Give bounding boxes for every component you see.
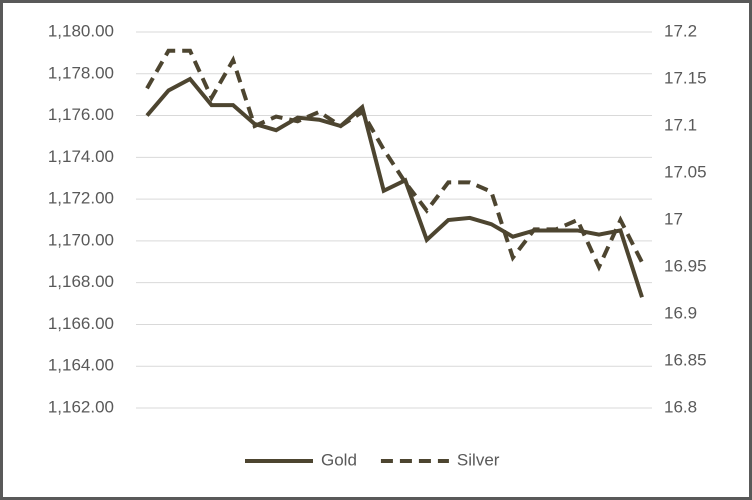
y2-tick-label: 17.05 — [664, 162, 707, 181]
series-line — [145, 48, 644, 272]
y-tick-label: 1,164.00 — [48, 356, 114, 375]
y2-tick-label: 17 — [664, 209, 683, 228]
y2-tick-label: 16.8 — [664, 397, 697, 416]
y-tick-label: 1,162.00 — [48, 397, 114, 416]
legend-label: Silver — [457, 450, 500, 469]
y2-tick-label: 16.85 — [664, 350, 707, 369]
y2-tick-label: 16.95 — [664, 256, 707, 275]
y-tick-label: 1,178.00 — [48, 63, 114, 82]
y-tick-label: 1,166.00 — [48, 314, 114, 333]
y-tick-label: 1,172.00 — [48, 189, 114, 208]
y-tick-label: 1,174.00 — [48, 147, 114, 166]
legend-label: Gold — [321, 450, 357, 469]
y-tick-label: 1,168.00 — [48, 272, 114, 291]
y2-tick-label: 16.9 — [664, 303, 697, 322]
y-tick-label: 1,170.00 — [48, 230, 114, 249]
series-line — [145, 76, 644, 298]
y2-tick-label: 17.2 — [664, 21, 697, 40]
y2-tick-label: 17.1 — [664, 115, 697, 134]
y-tick-label: 1,176.00 — [48, 105, 114, 124]
y-tick-label: 1,180.00 — [48, 21, 114, 40]
y2-tick-label: 17.15 — [664, 68, 707, 87]
